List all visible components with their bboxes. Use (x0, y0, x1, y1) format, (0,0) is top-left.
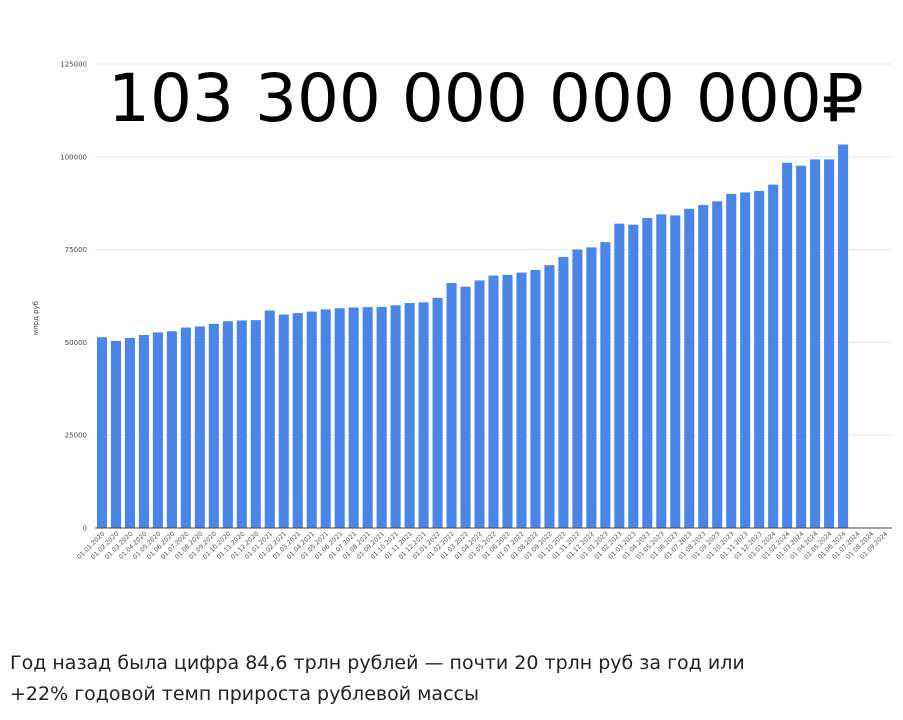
bar (628, 224, 639, 528)
bar (334, 308, 345, 528)
bar (208, 323, 219, 528)
bar (250, 320, 261, 528)
bars (96, 144, 849, 529)
bar (264, 310, 275, 528)
bar (740, 192, 751, 529)
bar (278, 314, 289, 528)
bar (824, 159, 835, 528)
bar (516, 272, 527, 528)
bar (404, 303, 415, 528)
bar (796, 165, 807, 528)
bar (670, 215, 681, 529)
headline-total: 103 300 000 000 000₽ (108, 60, 864, 137)
bar (236, 320, 247, 528)
y-axis-ticks: 0 25000 50000 75000 100000 125000 (60, 61, 87, 533)
bar (684, 208, 695, 528)
bar (306, 311, 317, 528)
caption-line-2: +22% годовой темп прироста рублевой масс… (10, 683, 479, 705)
bar (180, 327, 191, 528)
bar (782, 162, 793, 528)
bar (110, 340, 122, 528)
x-axis-ticks: 01.01.202001.02.202001.03.202001.04.2020… (76, 530, 889, 560)
y-tick-label: 75000 (65, 246, 87, 254)
bar (138, 334, 149, 528)
bar (656, 214, 667, 528)
bar (222, 321, 233, 528)
bar (348, 307, 359, 528)
caption: Год назад была цифра 84,6 трлн рублей — … (10, 648, 890, 710)
bar (726, 193, 737, 529)
bar (376, 306, 387, 528)
bar (642, 218, 653, 528)
bar (838, 144, 849, 528)
bar (544, 265, 555, 528)
bar (530, 270, 541, 528)
bar (152, 332, 163, 528)
bar (768, 184, 779, 528)
bar (488, 275, 499, 528)
bar (124, 337, 135, 528)
bar (474, 280, 485, 528)
bar (292, 313, 303, 528)
bar (558, 257, 569, 528)
bar (754, 190, 765, 529)
bar (194, 326, 205, 528)
bar (614, 223, 625, 528)
bar (502, 274, 513, 528)
bar (572, 249, 583, 528)
bar (96, 337, 108, 528)
bar (586, 247, 597, 528)
bar (418, 302, 429, 528)
y-tick-label: 50000 (65, 339, 87, 347)
bar (166, 331, 177, 528)
bar (698, 205, 709, 528)
bar-chart: 0 25000 50000 75000 100000 125000 01.01.20200… (32, 61, 892, 561)
y-tick-label: 100000 (60, 153, 87, 161)
y-tick-label: 125000 (60, 61, 87, 69)
y-tick-label: 25000 (65, 432, 87, 440)
y-tick-label: 0 (83, 525, 87, 533)
bar (810, 159, 821, 528)
bar (390, 305, 401, 528)
bar (460, 286, 471, 528)
bar (320, 309, 331, 528)
bar (600, 242, 611, 528)
bar (712, 201, 723, 528)
y-axis-title: млрд руб (32, 301, 40, 335)
bar (446, 283, 457, 528)
caption-line-1: Год назад была цифра 84,6 трлн рублей — … (10, 652, 745, 674)
bar (432, 297, 443, 528)
bar (362, 307, 373, 528)
